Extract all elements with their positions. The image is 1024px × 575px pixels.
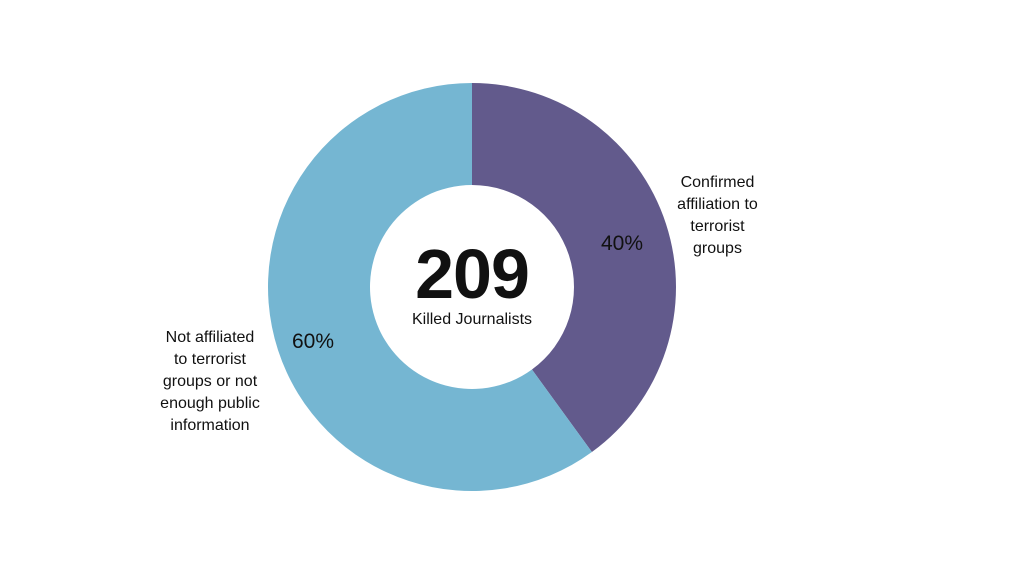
label-line: affiliation to xyxy=(677,196,758,213)
slice-value-label-not-affiliated: 60% xyxy=(292,330,335,353)
label-line: information xyxy=(170,417,250,434)
slice-label-not-affiliated: Not affiliated to terrorist groups or no… xyxy=(140,327,280,437)
label-line: to terrorist xyxy=(173,351,246,368)
label-line: enough public xyxy=(160,395,260,412)
label-line: Confirmed xyxy=(680,174,755,191)
center-value: 209 xyxy=(415,235,530,313)
donut-slice-0 xyxy=(472,83,677,453)
label-line: groups or not xyxy=(162,373,258,390)
center-label: Killed Journalists xyxy=(411,311,533,328)
label-line: Not affiliated xyxy=(165,329,255,346)
label-line: groups xyxy=(693,240,742,257)
slice-value-label-confirmed: 40% xyxy=(601,232,644,255)
donut-slice-1 xyxy=(268,83,592,492)
slice-label-confirmed: Confirmed affiliation to terrorist group… xyxy=(650,172,785,260)
label-line: terrorist xyxy=(690,218,745,235)
